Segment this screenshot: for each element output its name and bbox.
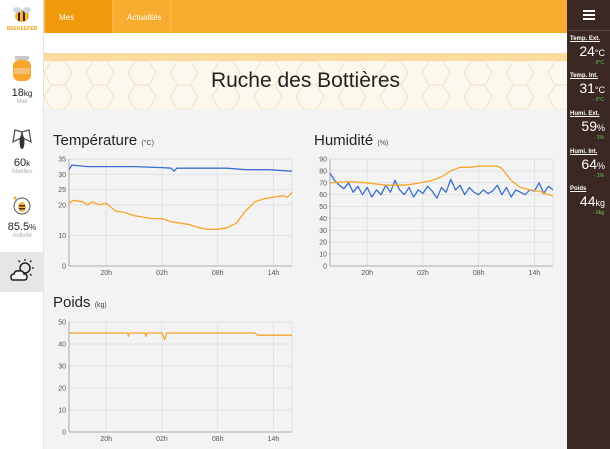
- brand-logo[interactable]: BEEKEEPER: [0, 4, 44, 34]
- humidity-chart-title: Humidité (%): [314, 132, 389, 149]
- y-tick-label: 10: [319, 252, 327, 259]
- metric-label: Temp. Int.: [570, 73, 598, 79]
- brand-name: BEEKEEPER: [6, 26, 38, 32]
- weight-chart-title: Poids (kg): [53, 294, 107, 311]
- metric-delta: - 0°C: [592, 97, 604, 103]
- x-tick-label: 08h: [473, 270, 485, 277]
- honey-card[interactable]: 18kg Miel: [0, 52, 44, 112]
- y-tick-label: 20: [58, 386, 66, 393]
- panel-divider: [567, 30, 610, 31]
- activity-bee-icon: [13, 196, 31, 215]
- honey-value: 18kg: [11, 87, 33, 99]
- y-tick-label: 80: [319, 168, 327, 175]
- bees-card[interactable]: 60k Abeilles: [0, 122, 44, 182]
- x-tick-label: 02h: [156, 436, 168, 443]
- x-tick-label: 20h: [100, 270, 112, 277]
- top-nav-bar: Mes ruches Actualités: [44, 0, 567, 57]
- metric-label: Humi. Int.: [570, 149, 598, 155]
- hive-banner: Ruche des Bottières: [44, 33, 567, 109]
- y-tick-label: 0: [323, 264, 327, 271]
- x-tick-label: 20h: [100, 436, 112, 443]
- tab-mes-ruches[interactable]: Mes ruches: [46, 0, 112, 57]
- metric-label: Poids: [570, 186, 587, 192]
- right-stats-panel: Temp. Ext. 24°C - 0°C Temp. Int. 31°C - …: [567, 0, 610, 449]
- y-tick-label: 20: [58, 202, 66, 209]
- metric-value: 31°C: [579, 80, 605, 96]
- banner-stripe: [44, 53, 567, 61]
- y-tick-label: 30: [58, 364, 66, 371]
- honeycomb-pattern: [44, 61, 567, 109]
- weight-chart: 0 10 20 30 40 50 20h 02h 08h 14h: [58, 320, 293, 443]
- series-line-2: [329, 165, 554, 197]
- activity-value: 85.5%: [7, 221, 37, 233]
- y-tick-label: 10: [58, 408, 66, 415]
- bees-value: 60k: [13, 157, 31, 169]
- metric-value: 24°C: [579, 43, 605, 59]
- x-tick-label: 02h: [156, 270, 168, 277]
- bee-icon: [12, 129, 32, 149]
- bees-caption: Abeilles: [11, 169, 33, 175]
- weather-card[interactable]: [0, 252, 44, 292]
- x-tick-label: 14h: [268, 436, 280, 443]
- y-tick-label: 50: [58, 320, 66, 327]
- y-tick-label: 40: [58, 342, 66, 349]
- x-tick-label: 02h: [417, 270, 429, 277]
- hamburger-menu-button[interactable]: [567, 0, 610, 30]
- y-tick-label: 20: [319, 240, 327, 247]
- x-tick-label: 14h: [268, 270, 280, 277]
- series-line-1: [68, 164, 293, 172]
- series-line-2: [68, 192, 293, 230]
- y-tick-label: 70: [319, 180, 327, 187]
- y-tick-label: 30: [319, 228, 327, 235]
- series-line-1: [69, 332, 292, 341]
- bee-logo-icon: [13, 7, 31, 22]
- series-line-1: [329, 172, 554, 199]
- x-tick-label: 20h: [361, 270, 373, 277]
- temperature-chart-title: Température (°C): [53, 132, 154, 149]
- x-tick-label: 08h: [212, 270, 224, 277]
- partly-cloudy-icon: [10, 259, 34, 281]
- metric-delta: - 0kg: [592, 210, 604, 216]
- honey-jar-icon: [13, 56, 31, 81]
- x-tick-label: 08h: [212, 436, 224, 443]
- y-tick-label: 30: [58, 172, 66, 179]
- activity-caption: Activité: [12, 233, 32, 239]
- left-sidebar: BEEKEEPER 18kg Miel 60k Abeilles: [0, 0, 44, 449]
- y-tick-label: 10: [58, 233, 66, 240]
- metric-value: 44kg: [579, 193, 605, 209]
- humidity-chart: 0 10 20 30 40 50 60 70 80 90 20h 02h 08h 14h: [319, 157, 554, 277]
- metric-label: Humi. Ext.: [570, 111, 600, 117]
- metric-label: Temp. Ext.: [570, 36, 600, 42]
- metric-value: 59%: [581, 118, 605, 134]
- y-tick-label: 60: [319, 192, 327, 199]
- tab-actualites[interactable]: Actualités: [113, 0, 171, 33]
- honeycomb-svg: [44, 61, 567, 109]
- x-tick-label: 14h: [529, 270, 541, 277]
- y-tick-label: 0: [62, 264, 66, 271]
- activity-card[interactable]: 85.5% Activité: [0, 190, 44, 246]
- y-tick-label: 40: [319, 216, 327, 223]
- y-tick-label: 0: [62, 430, 66, 437]
- metric-delta: - 1%: [593, 135, 604, 141]
- y-tick-label: 50: [319, 204, 327, 211]
- y-tick-label: 90: [319, 157, 327, 164]
- honey-caption: Miel: [16, 99, 28, 105]
- y-tick-label: 35: [58, 157, 66, 164]
- page-title: Ruche des Bottières: [210, 69, 401, 92]
- temperature-chart: 0 10 20 25 30 35 20h 02h 08h 14h: [58, 157, 293, 277]
- y-tick-label: 25: [58, 187, 66, 194]
- metric-value: 64%: [581, 156, 605, 172]
- metric-delta: - 1%: [593, 173, 604, 179]
- metric-delta: - 0°C: [592, 60, 604, 66]
